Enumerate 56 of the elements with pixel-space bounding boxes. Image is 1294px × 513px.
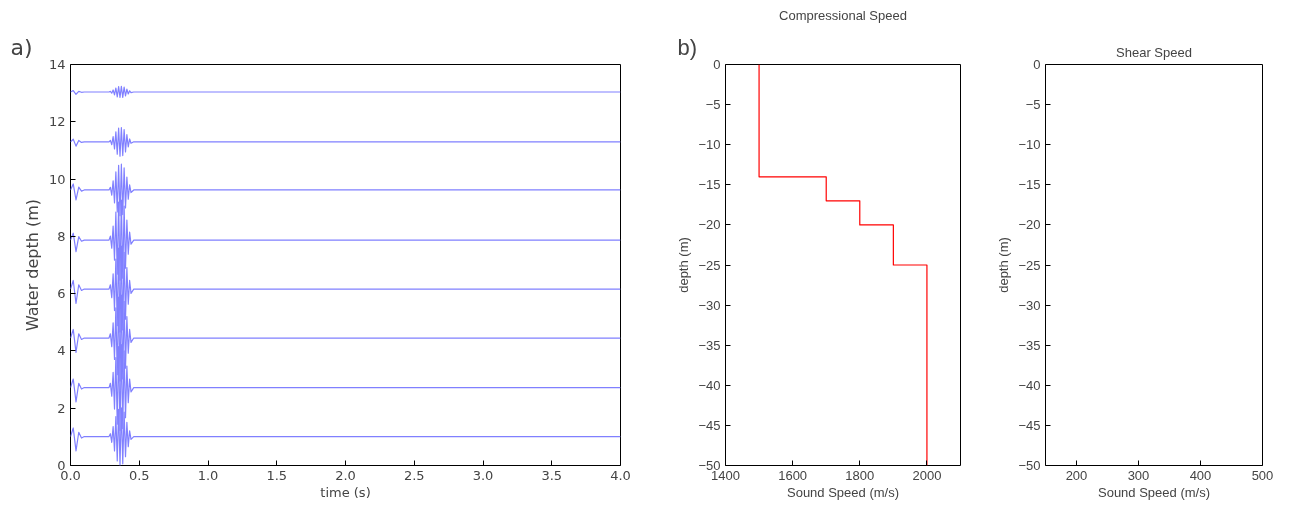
y-tick-label: −45 — [1018, 417, 1041, 433]
x-axis-title: Sound Speed (m/s) — [787, 484, 900, 500]
x-axis-title: Sound Speed (m/s) — [1098, 484, 1211, 500]
line-series — [758, 64, 928, 466]
x-tick-label: 4.0 — [610, 467, 631, 483]
y-tick-label: −40 — [698, 377, 721, 393]
y-axis-title: depth (m) — [676, 237, 692, 293]
x-tick-label: 2000 — [912, 467, 942, 483]
y-tick-label: −25 — [1018, 257, 1041, 273]
y-tick-label: −10 — [1018, 137, 1041, 153]
x-tick-label: 1.5 — [266, 467, 288, 483]
y-axis-title: Water depth (m) — [22, 198, 42, 332]
y-tick-label: 8 — [57, 228, 66, 244]
y-tick-label: −35 — [1018, 337, 1041, 353]
text: b) — [677, 34, 698, 60]
y-tick-label: −15 — [1018, 177, 1041, 193]
x-tick-label: 1800 — [845, 467, 875, 483]
y-tick-label: −10 — [698, 137, 721, 153]
y-tick-label: −5 — [705, 97, 721, 113]
y-tick-label: 12 — [48, 114, 66, 130]
y-tick-label: −45 — [698, 417, 721, 433]
y-tick-label: −15 — [698, 177, 721, 193]
y-tick-label: −40 — [1018, 377, 1041, 393]
x-tick-label: 0.5 — [128, 467, 150, 483]
x-tick-label: 200 — [1065, 467, 1088, 483]
chart-title: Shear Speed — [1116, 44, 1192, 60]
y-axis-title: depth (m) — [996, 237, 1012, 293]
text: a) — [10, 34, 33, 60]
x-tick-label: 3.5 — [541, 467, 563, 483]
y-tick-label: −5 — [1025, 97, 1041, 113]
y-tick-label: 2 — [57, 400, 66, 416]
y-tick-label: −50 — [1018, 458, 1041, 473]
x-tick-label: 2.0 — [335, 467, 356, 483]
y-tick-label: 4 — [57, 343, 66, 359]
y-tick-label: −35 — [698, 337, 721, 353]
y-tick-label: 14 — [48, 57, 66, 72]
x-axis-title: time (s) — [320, 484, 371, 500]
x-tick-label: 1.0 — [197, 467, 219, 483]
y-tick-label: −30 — [698, 297, 721, 313]
y-tick-label: −25 — [698, 257, 721, 273]
chart-title: Compressional Speed — [779, 7, 907, 23]
line-series — [70, 85, 621, 99]
x-tick-label: 500 — [1251, 467, 1274, 483]
line-series — [70, 126, 621, 157]
x-tick-label: 300 — [1127, 467, 1150, 483]
y-tick-label: −30 — [1018, 297, 1041, 313]
x-tick-label: 400 — [1189, 467, 1212, 483]
y-tick-label: −20 — [698, 217, 721, 233]
y-tick-label: 10 — [48, 171, 66, 187]
y-tick-label: 6 — [57, 286, 66, 302]
x-tick-label: 2.5 — [403, 467, 425, 483]
x-tick-label: 3.0 — [472, 467, 494, 483]
y-tick-label: 0 — [1033, 57, 1041, 72]
y-tick-label: 0 — [713, 57, 721, 72]
y-tick-label: −20 — [1018, 217, 1041, 233]
x-tick-label: 1600 — [778, 467, 808, 483]
